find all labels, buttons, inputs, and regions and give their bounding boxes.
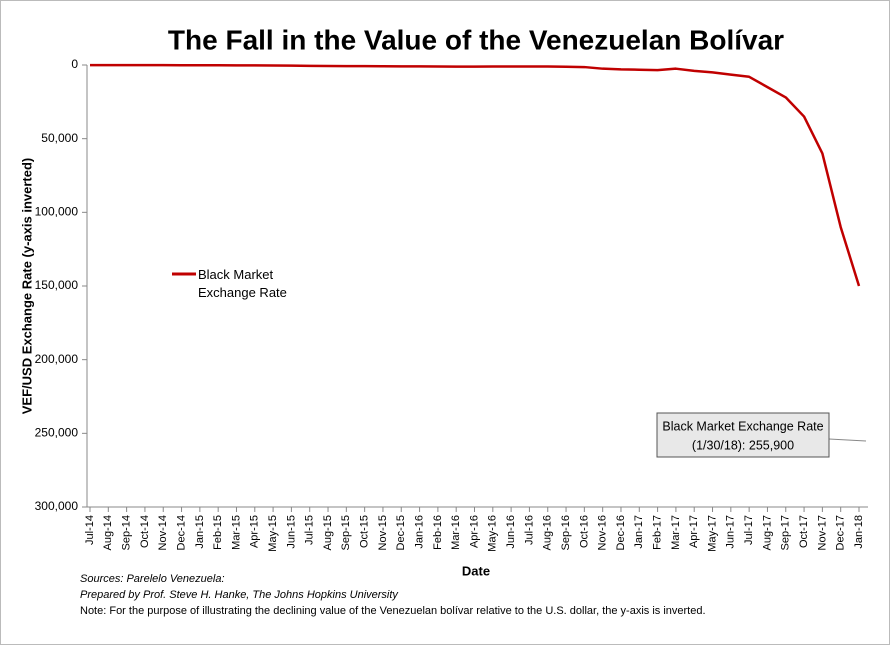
x-tick-label: Sep-17 — [780, 515, 792, 550]
x-tick-label: Oct-15 — [359, 515, 371, 548]
x-tick-label: Jul-17 — [743, 515, 755, 545]
x-tick-label: Jul-14 — [84, 515, 96, 545]
x-tick-label: Jun-15 — [285, 515, 297, 549]
x-tick-label: Oct-16 — [578, 515, 590, 548]
y-tick-label: 150,000 — [35, 278, 79, 292]
x-tick-label: Sep-16 — [560, 515, 572, 550]
x-tick-label: Jun-16 — [505, 515, 517, 549]
x-tick-label: Sep-15 — [340, 515, 352, 550]
x-tick-label: Jan-17 — [633, 515, 645, 549]
legend-label: Black Market Exchange Rate — [198, 267, 287, 300]
x-tick-label: Jan-18 — [853, 515, 865, 549]
x-tick-label: Dec-15 — [395, 515, 407, 550]
annotation-box — [656, 412, 830, 458]
x-tick-label: May-16 — [487, 515, 499, 552]
x-tick-label: Apr-16 — [468, 515, 480, 548]
x-tick-label: Aug-16 — [542, 515, 554, 550]
x-tick-label: Aug-15 — [322, 515, 334, 550]
x-tick-label: Oct-14 — [139, 515, 151, 548]
x-tick-label: Jun-17 — [725, 515, 737, 549]
x-tick-label: Apr-17 — [688, 515, 700, 548]
source-line: Prepared by Prof. Steve H. Hanke, The Jo… — [80, 589, 399, 601]
x-tick-label: Mar-17 — [670, 515, 682, 550]
x-tick-label: Sep-14 — [121, 515, 133, 550]
x-tick-label: Nov-17 — [816, 515, 828, 550]
x-axis-label: Date — [462, 563, 490, 578]
x-tick-label: May-15 — [267, 515, 279, 552]
x-tick-label: May-17 — [706, 515, 718, 552]
data-line — [89, 63, 861, 287]
x-tick-label: Apr-15 — [249, 515, 261, 548]
source-line: Sources: Parelelo Venezuela: — [80, 573, 225, 585]
x-tick-label: Feb-16 — [432, 515, 444, 550]
x-tick-label: Jul-15 — [304, 515, 316, 545]
x-tick-label: Mar-15 — [230, 515, 242, 550]
x-tick-label: Dec-17 — [835, 515, 847, 550]
x-tick-label: Jan-16 — [413, 515, 425, 549]
x-tick-label: Aug-17 — [761, 515, 773, 550]
x-tick-label: Nov-16 — [597, 515, 609, 550]
x-tick-label: Feb-17 — [652, 515, 664, 550]
x-tick-label: Feb-15 — [212, 515, 224, 550]
y-tick-label: 100,000 — [35, 205, 79, 219]
x-tick-label: Oct-17 — [798, 515, 810, 548]
annotation-text: (1/30/18): 255,900 — [692, 438, 794, 452]
y-tick-label: 200,000 — [35, 352, 79, 366]
chart-title: The Fall in the Value of the Venezuelan … — [168, 24, 784, 55]
x-tick-label: Nov-14 — [157, 515, 169, 550]
y-tick-label: 50,000 — [41, 131, 78, 145]
x-tick-label: Aug-14 — [102, 515, 114, 550]
annotation-text: Black Market Exchange Rate — [662, 419, 823, 433]
y-tick-label: 0 — [71, 57, 78, 71]
note: Note: For the purpose of illustrating th… — [80, 605, 706, 617]
y-tick-label: 250,000 — [35, 426, 79, 440]
x-tick-label: Jan-15 — [194, 515, 206, 549]
y-tick-label: 300,000 — [35, 499, 79, 513]
x-tick-label: Dec-16 — [615, 515, 627, 550]
x-tick-label: Nov-15 — [377, 515, 389, 550]
x-tick-label: Jul-16 — [523, 515, 535, 545]
annotation-connector — [828, 438, 867, 442]
x-tick-label: Mar-16 — [450, 515, 462, 550]
x-tick-label: Dec-14 — [175, 515, 187, 550]
y-axis-label: VEF/USD Exchange Rate (y-axis inverted) — [19, 158, 34, 414]
